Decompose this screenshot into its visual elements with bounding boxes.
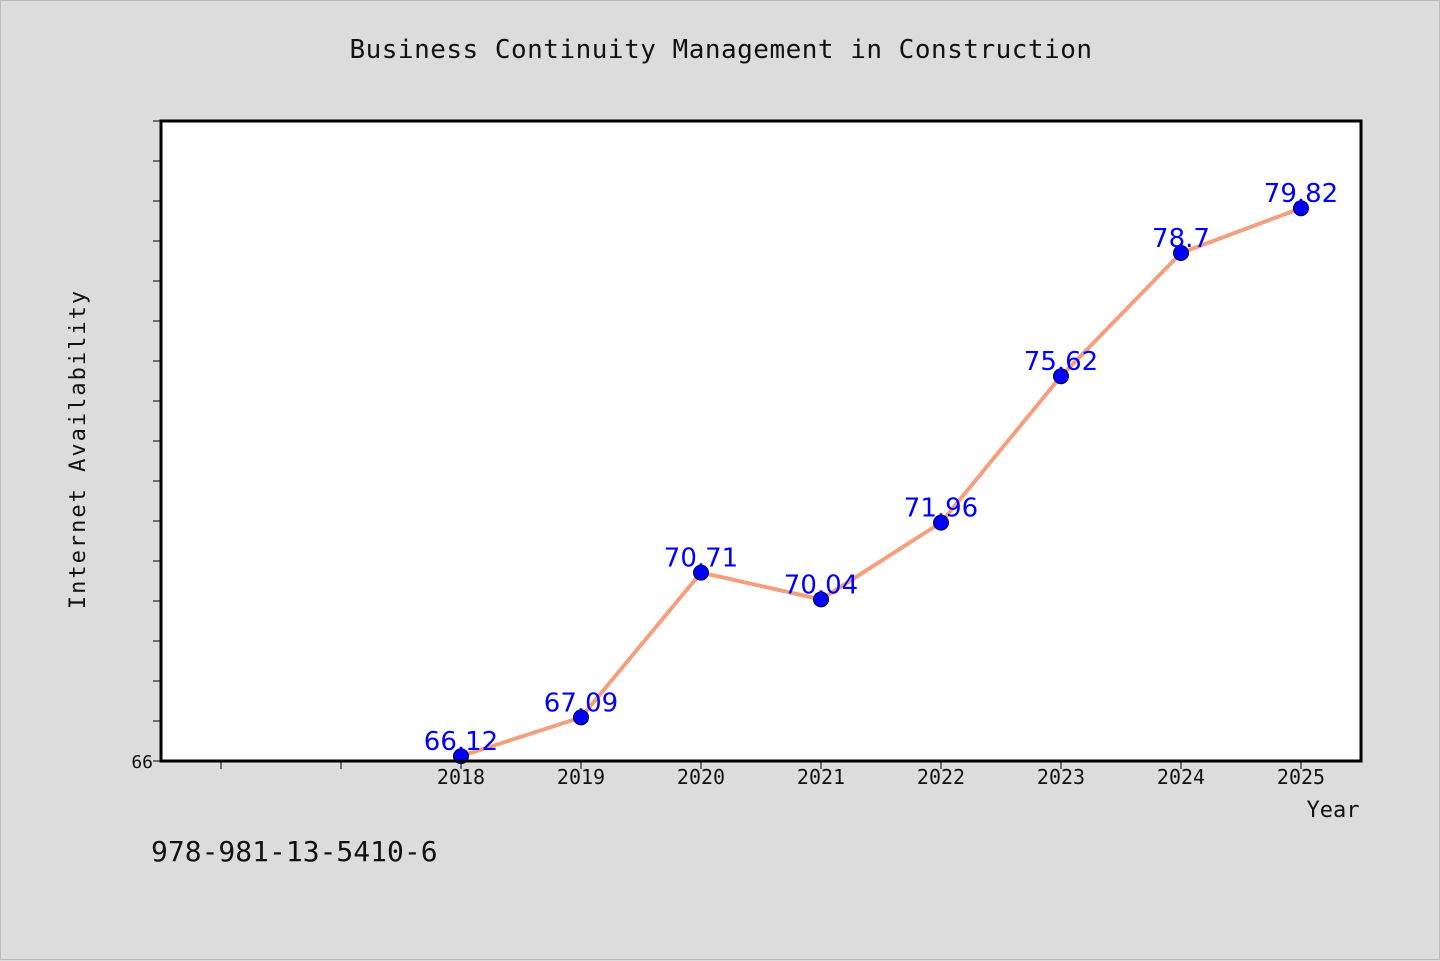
y-tick-label: 66 [131,752,153,773]
data-label: 70.04 [784,570,858,600]
series-line [460,206,1302,759]
data-label: 66.12 [424,727,498,757]
series-markers [453,200,1309,765]
x-tick-label: 2025 [1277,765,1325,789]
y-axis-title: Internet Availability [66,289,91,609]
data-label: 71.96 [904,494,978,524]
x-tick-label: 2023 [1037,765,1085,789]
data-point [1173,245,1189,261]
data-labels: 66.12 67.09 70.71 70.04 71.96 75.62 78.7 79.82 [424,179,1338,757]
data-point [693,564,709,581]
data-point [1053,368,1069,385]
data-point [1293,200,1309,217]
data-point [573,709,589,726]
isbn-code: 978-981-13-5410-6 [151,835,438,868]
data-label: 78.7 [1152,224,1210,254]
data-label: 70.71 [664,544,738,574]
x-axis-title: Year [1307,798,1360,823]
x-axis-tick-labels: 2018 2019 2020 2021 2022 2023 2024 2025 [437,765,1325,789]
x-tick-label: 2021 [797,765,845,789]
chart-title: Business Continuity Management in Constr… [349,35,1093,65]
x-tick-label: 2019 [557,765,605,789]
x-tick-label: 2018 [437,765,485,789]
data-label: 79.82 [1264,179,1338,209]
plot-area [161,121,1361,761]
data-point [933,514,949,531]
plot-frame [159,119,1363,763]
x-tick-label: 2022 [917,765,965,789]
data-label: 75.62 [1024,347,1098,377]
data-label: 67.09 [544,688,618,718]
x-tick-label: 2024 [1157,765,1205,789]
data-point [813,591,829,608]
x-tick-label: 2020 [677,765,725,789]
